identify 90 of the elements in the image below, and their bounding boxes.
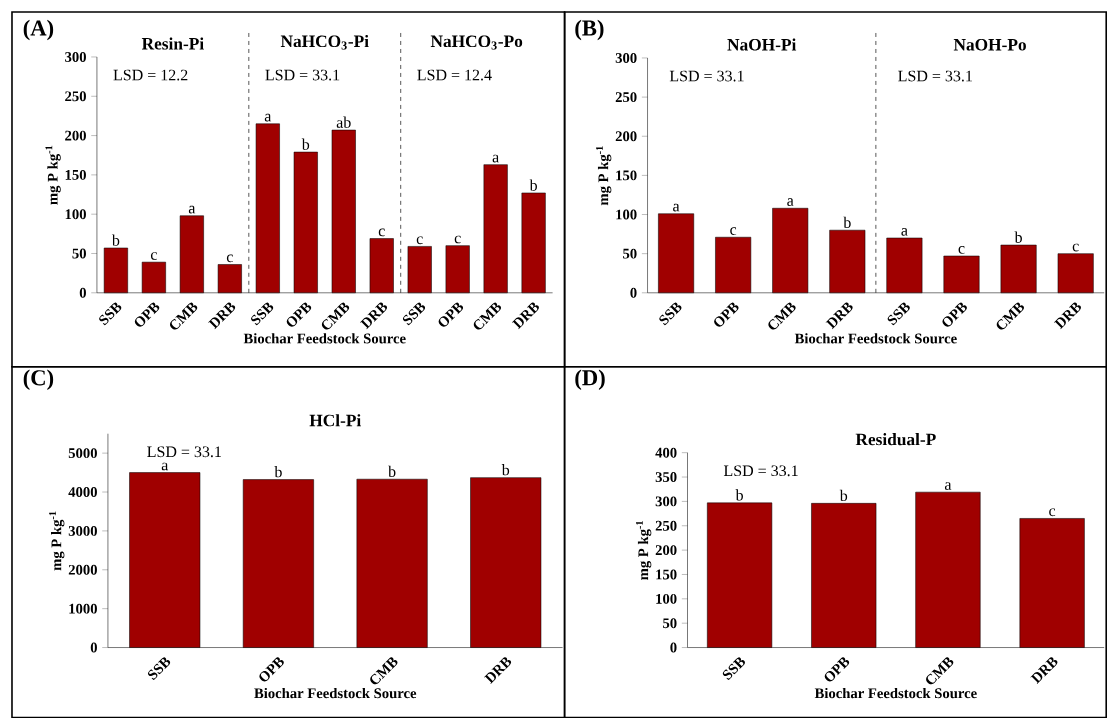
y-tick-label: 350 xyxy=(655,471,677,482)
annotation: LSD = 12.4 xyxy=(417,69,492,81)
y-tick-label: 150 xyxy=(616,170,637,181)
data-label: a xyxy=(673,203,680,212)
data-label: a xyxy=(901,227,908,236)
y-tick-label: 3000 xyxy=(68,525,97,536)
text: HCl-Pi xyxy=(309,414,361,427)
y-tick-label: 250 xyxy=(65,91,86,102)
data-label: c xyxy=(958,245,965,254)
y-tick-label: 150 xyxy=(656,569,677,580)
data-label: a xyxy=(264,113,272,122)
data-label: ab xyxy=(336,116,351,128)
y-axis-title: mg P kg$^{-1}$ xyxy=(596,146,612,206)
y-tick-label: 400 xyxy=(655,447,677,458)
text: Residual-P xyxy=(855,432,936,446)
y-tick-label: 50 xyxy=(72,248,86,259)
text: NaHCO$_{3}$-Pi xyxy=(280,34,369,50)
y-tick-label: 300 xyxy=(615,52,637,63)
y-tick-label: 50 xyxy=(623,248,637,259)
text: Resin-Pi xyxy=(141,37,204,50)
annotation: LSD = 33.1 xyxy=(147,446,221,458)
data-label: b xyxy=(501,463,510,476)
data-label: b xyxy=(388,465,396,477)
x-tick-label: SSB xyxy=(722,657,745,680)
data-label: c xyxy=(1049,508,1056,517)
annotation: LSD = 33.1 xyxy=(898,70,972,82)
data-label: b xyxy=(301,138,310,150)
data-label: c xyxy=(454,235,461,244)
y-tick-label: 300 xyxy=(65,51,86,62)
y-tick-label: 200 xyxy=(655,545,677,555)
data-label: c xyxy=(730,227,737,235)
annotation: LSD = 12.2 xyxy=(113,69,188,81)
x-tick-label: SSB xyxy=(402,302,426,326)
y-tick-label: 200 xyxy=(615,131,637,142)
text: (D) xyxy=(575,369,605,390)
data-label: b xyxy=(1014,231,1022,243)
x-tick-label: SSB xyxy=(99,302,122,326)
x-axis-title: Biochar Feedstock Source xyxy=(243,333,406,344)
data-label: c xyxy=(226,254,233,263)
y-tick-label: 100 xyxy=(616,209,637,220)
y-tick-label: 2000 xyxy=(68,564,97,575)
x-tick-label: SSB xyxy=(147,657,171,680)
y-axis-title: mg P kg$^{-1}$ xyxy=(636,520,652,580)
text: (B) xyxy=(575,19,604,41)
y-axis-title: mg P kg$^{-1}$ xyxy=(45,145,61,205)
y-tick-label: 250 xyxy=(615,92,637,102)
x-axis-title: Biochar Feedstock Source xyxy=(814,687,977,699)
y-tick-label: 0 xyxy=(630,287,637,298)
data-label: a xyxy=(161,462,169,471)
data-label: b xyxy=(843,216,851,228)
x-tick-label: SSB xyxy=(887,302,910,326)
y-tick-label: 50 xyxy=(663,618,677,628)
y-tick-label: 150 xyxy=(65,169,86,180)
data-label: b xyxy=(274,465,282,478)
y-tick-label: 0 xyxy=(90,642,97,653)
y-tick-label: 300 xyxy=(655,496,677,507)
y-tick-label: 100 xyxy=(65,209,86,219)
data-label: b xyxy=(529,179,537,191)
data-label: a xyxy=(787,198,794,206)
x-axis-title: Biochar Feedstock Source xyxy=(794,333,957,344)
y-tick-label: 1000 xyxy=(69,603,97,614)
y-tick-label: 0 xyxy=(670,642,677,653)
text: (C) xyxy=(23,369,54,390)
y-tick-label: 250 xyxy=(655,520,677,531)
y-tick-label: 0 xyxy=(79,287,86,298)
annotation: LSD = 33.1 xyxy=(265,69,340,81)
data-label: c xyxy=(1072,243,1079,252)
y-tick-label: 100 xyxy=(656,593,677,604)
y-axis-title: mg P kg$^{-1}$ xyxy=(49,511,65,571)
y-tick-label: 200 xyxy=(65,130,86,141)
text: (A) xyxy=(23,19,54,41)
annotation: LSD = 33.1 xyxy=(723,465,798,477)
y-tick-label: 4000 xyxy=(68,486,97,497)
data-label: b xyxy=(839,489,848,501)
data-label: c xyxy=(378,228,385,237)
data-label: b xyxy=(111,234,120,246)
text: NaHCO$_{3}$-Po xyxy=(430,35,523,50)
data-label: a xyxy=(492,154,499,163)
y-tick-label: 5000 xyxy=(68,448,97,458)
data-label: a xyxy=(944,482,952,490)
text: NaOH-Pi xyxy=(727,38,797,51)
x-tick-label: SSB xyxy=(659,302,682,326)
data-label: c xyxy=(150,252,157,260)
annotation: LSD = 33.1 xyxy=(669,70,744,82)
data-label: b xyxy=(735,489,743,501)
data-label: c xyxy=(416,236,423,244)
x-tick-label: SSB xyxy=(251,302,274,326)
data-label: a xyxy=(188,205,196,214)
text: NaOH-Po xyxy=(953,38,1026,51)
x-axis-title: Biochar Feedstock Source xyxy=(254,687,417,699)
